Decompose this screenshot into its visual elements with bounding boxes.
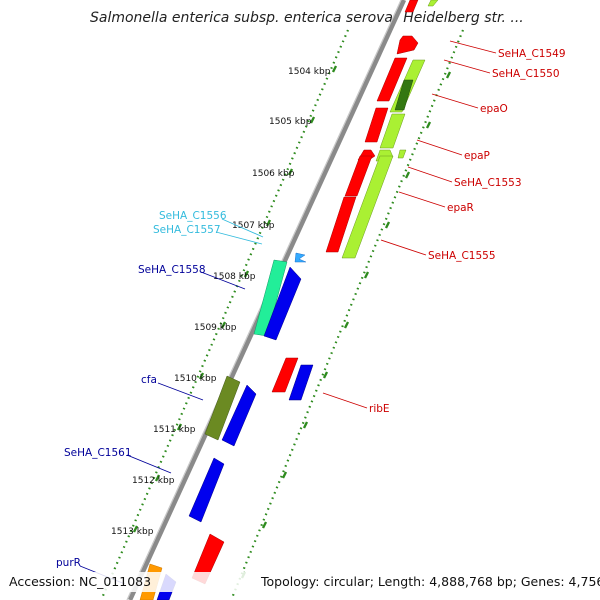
left-label-leaders — [79, 218, 264, 585]
gene-label[interactable]: purR — [56, 557, 81, 569]
gene-label[interactable]: SeHA_C1555 — [428, 250, 496, 262]
topology-text: Topology: circular; Length: 4,888,768 bp… — [260, 574, 600, 589]
genes-left-strand — [139, 252, 307, 600]
dotted-track-left — [100, 29, 350, 599]
kbp-label: 1506 kbp — [252, 169, 295, 179]
kbp-label: 1510 kbp — [174, 374, 217, 384]
gene-arrow-red[interactable] — [325, 196, 357, 253]
gene-arrow-blue[interactable] — [188, 457, 225, 523]
gene-label[interactable]: SeHA_C1557 — [153, 224, 221, 236]
gene-arrow-blue[interactable] — [263, 266, 302, 341]
left-labels: SeHA_C1556 SeHA_C1557 SeHA_C1558 cfa SeH… — [56, 210, 227, 569]
gene-arrow-lime[interactable] — [341, 155, 394, 259]
kbp-label: 1507 kbp — [232, 221, 275, 231]
kbp-label: 1513 kbp — [111, 527, 154, 537]
gene-arrow-red[interactable] — [271, 357, 299, 393]
gene-label[interactable]: SeHA_C1556 — [159, 210, 227, 222]
dotted-track-right — [230, 29, 465, 599]
gene-label[interactable]: cfa — [141, 374, 157, 386]
gene-arrow-cyan[interactable] — [294, 252, 307, 263]
gene-arrow-lime[interactable] — [379, 113, 406, 149]
gene-arrow-red[interactable] — [364, 107, 389, 143]
gene-arrow-darkgreen[interactable] — [394, 79, 414, 111]
kbp-tick-marks-right — [240, 71, 452, 579]
gene-label[interactable]: SeHA_C1558 — [138, 264, 206, 276]
gene-label[interactable]: SeHA_C1550 — [492, 68, 560, 80]
gene-arrow-olive[interactable] — [204, 375, 241, 441]
gene-label[interactable]: SeHA_C1549 — [498, 48, 566, 60]
kbp-label: 1504 kbp — [288, 67, 331, 77]
map-title: Salmonella enterica subsp. enterica sero… — [90, 10, 524, 26]
right-labels: SeHA_C1549 SeHA_C1550 epaO epaP SeHA_C15… — [369, 48, 566, 415]
gene-label[interactable]: epaO — [480, 103, 508, 115]
kbp-label: 1512 kbp — [132, 476, 175, 486]
gene-arrow-lime[interactable] — [427, 0, 439, 7]
kbp-label: 1505 kbp — [269, 117, 312, 127]
kbp-label: 1511 kbp — [153, 425, 196, 435]
right-label-leaders — [322, 40, 497, 409]
footer-background — [0, 572, 600, 592]
gene-arrow-red[interactable] — [344, 155, 373, 197]
gene-arrow-lime[interactable] — [397, 149, 407, 159]
gene-label[interactable]: SeHA_C1561 — [64, 447, 132, 459]
gene-arrow-blue[interactable] — [221, 384, 257, 447]
kbp-labels: 1504 kbp 1505 kbp 1506 kbp 1507 kbp 1508… — [111, 67, 331, 537]
gene-label[interactable]: epaP — [464, 150, 490, 162]
gene-label[interactable]: ribE — [369, 403, 390, 415]
kbp-label: 1509 kbp — [194, 323, 237, 333]
kbp-label: 1508 kbp — [213, 272, 256, 282]
gene-arrow-blue[interactable] — [288, 364, 314, 401]
gene-arrow-red[interactable] — [404, 0, 419, 13]
kbp-tick-marks — [132, 65, 338, 533]
gene-arrow-red[interactable] — [396, 35, 419, 55]
gene-label[interactable]: epaR — [447, 202, 474, 214]
accession-text: Accession: NC_011083 — [9, 574, 151, 589]
genes-right-strand — [191, 0, 439, 585]
gene-arrow-red[interactable] — [376, 57, 408, 102]
gene-label[interactable]: SeHA_C1553 — [454, 177, 522, 189]
